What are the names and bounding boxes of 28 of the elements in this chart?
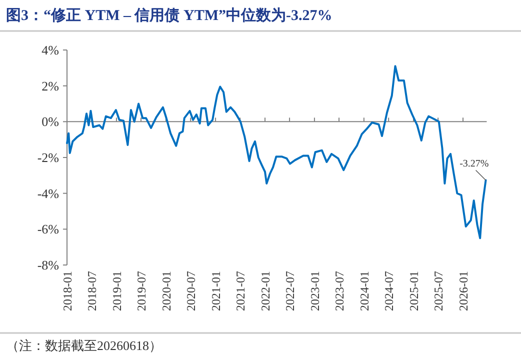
- x-tick-label: 2019-07: [134, 271, 148, 311]
- y-tick-label: 0%: [42, 114, 60, 130]
- x-tick-label: 2025-01: [407, 271, 422, 311]
- y-tick-label: 4%: [42, 42, 60, 58]
- x-tick-label: 2018-07: [85, 271, 100, 311]
- y-tick-label: -8%: [37, 258, 60, 272]
- x-tick-label: 2021-07: [234, 271, 248, 311]
- x-tick-label: 2022-01: [258, 271, 272, 311]
- x-tick-label: 2021-01: [209, 271, 224, 311]
- chart-title: 图3：“修正 YTM – 信用债 YTM”中位数为-3.27%: [6, 7, 332, 24]
- x-tick-label: 2020-07: [184, 271, 198, 311]
- y-tick-label: -2%: [37, 150, 60, 165]
- y-tick-label: -6%: [37, 222, 60, 237]
- x-tick-label: 2026-01: [456, 271, 470, 311]
- x-tick-label: 2024-07: [382, 271, 396, 311]
- y-tick-label: -4%: [37, 186, 60, 201]
- line-series: [66, 65, 487, 240]
- x-tick-label: 2020-01: [159, 271, 174, 311]
- x-tick-label: 2023-01: [308, 271, 322, 311]
- x-tick-label: 2022-07: [283, 271, 298, 311]
- annotation: -3.27%: [460, 158, 489, 170]
- x-tick-label: 2019-01: [110, 271, 124, 311]
- x-tick-label: 2023-07: [332, 271, 346, 311]
- x-tick-label: 2024-01: [357, 271, 372, 311]
- x-tick-label: 2018-01: [60, 271, 74, 311]
- y-tick-label: 2%: [42, 78, 60, 94]
- text: （注：数据截至20260618）: [6, 338, 162, 353]
- x-tick-label: 2025-07: [432, 271, 446, 311]
